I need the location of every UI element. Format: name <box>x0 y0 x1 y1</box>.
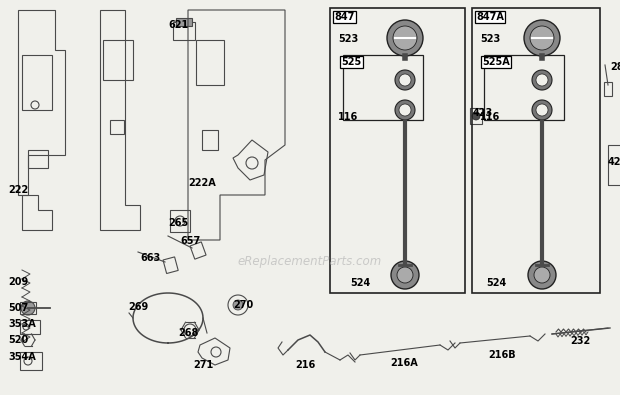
Bar <box>472 8 600 293</box>
Text: 847: 847 <box>334 12 355 22</box>
Bar <box>330 8 465 293</box>
Text: 222: 222 <box>8 185 29 195</box>
Bar <box>110 120 124 134</box>
Bar <box>196 40 224 85</box>
Text: 523: 523 <box>338 34 358 44</box>
Text: 116: 116 <box>480 112 500 122</box>
Text: 523: 523 <box>480 34 500 44</box>
Circle shape <box>524 20 560 56</box>
Bar <box>22 55 52 110</box>
Bar <box>173 22 195 40</box>
Text: 520: 520 <box>8 335 29 345</box>
Text: 271: 271 <box>193 360 213 370</box>
Bar <box>484 55 564 120</box>
Text: 232: 232 <box>570 336 590 346</box>
Text: 507: 507 <box>8 303 29 313</box>
Circle shape <box>387 20 423 56</box>
Bar <box>190 242 206 259</box>
Text: 657: 657 <box>180 236 200 246</box>
Bar <box>343 55 423 120</box>
Bar <box>20 302 36 314</box>
Text: 525A: 525A <box>482 57 510 67</box>
Bar <box>20 320 40 334</box>
Circle shape <box>395 70 415 90</box>
Text: 209: 209 <box>8 277 29 287</box>
Bar <box>28 150 48 168</box>
Circle shape <box>233 300 243 310</box>
Text: 353A: 353A <box>8 319 36 329</box>
Bar <box>176 18 192 26</box>
Text: 116: 116 <box>338 112 358 122</box>
Circle shape <box>472 112 480 120</box>
Text: 284A: 284A <box>610 62 620 72</box>
Text: eReplacementParts.com: eReplacementParts.com <box>238 256 382 269</box>
Text: 525: 525 <box>341 57 361 67</box>
Circle shape <box>21 301 35 315</box>
Text: 216A: 216A <box>390 358 418 368</box>
Circle shape <box>528 261 556 289</box>
Text: 524: 524 <box>486 278 507 288</box>
Circle shape <box>399 74 411 86</box>
Circle shape <box>532 70 552 90</box>
Text: 621: 621 <box>168 20 188 30</box>
Circle shape <box>399 104 411 116</box>
Circle shape <box>395 100 415 120</box>
Bar <box>604 82 612 96</box>
Text: 847A: 847A <box>476 12 504 22</box>
Circle shape <box>532 100 552 120</box>
Circle shape <box>530 26 554 50</box>
Text: 269: 269 <box>128 302 148 312</box>
Circle shape <box>536 104 548 116</box>
Bar <box>163 257 178 273</box>
Circle shape <box>534 267 550 283</box>
Bar <box>470 108 482 124</box>
Text: 265: 265 <box>168 218 188 228</box>
Circle shape <box>393 26 417 50</box>
Bar <box>202 130 218 150</box>
Text: 268: 268 <box>178 328 198 338</box>
Text: 524: 524 <box>350 278 370 288</box>
Bar <box>170 210 190 232</box>
Text: 423: 423 <box>473 108 494 118</box>
Circle shape <box>536 74 548 86</box>
Text: 354A: 354A <box>8 352 36 362</box>
Text: 422: 422 <box>608 157 620 167</box>
Circle shape <box>397 267 413 283</box>
Text: 222A: 222A <box>188 178 216 188</box>
Bar <box>103 40 133 80</box>
Circle shape <box>391 261 419 289</box>
Text: 663: 663 <box>140 253 160 263</box>
Text: 216: 216 <box>295 360 315 370</box>
Bar <box>20 352 42 370</box>
Text: 270: 270 <box>233 300 253 310</box>
Text: 216B: 216B <box>488 350 516 360</box>
